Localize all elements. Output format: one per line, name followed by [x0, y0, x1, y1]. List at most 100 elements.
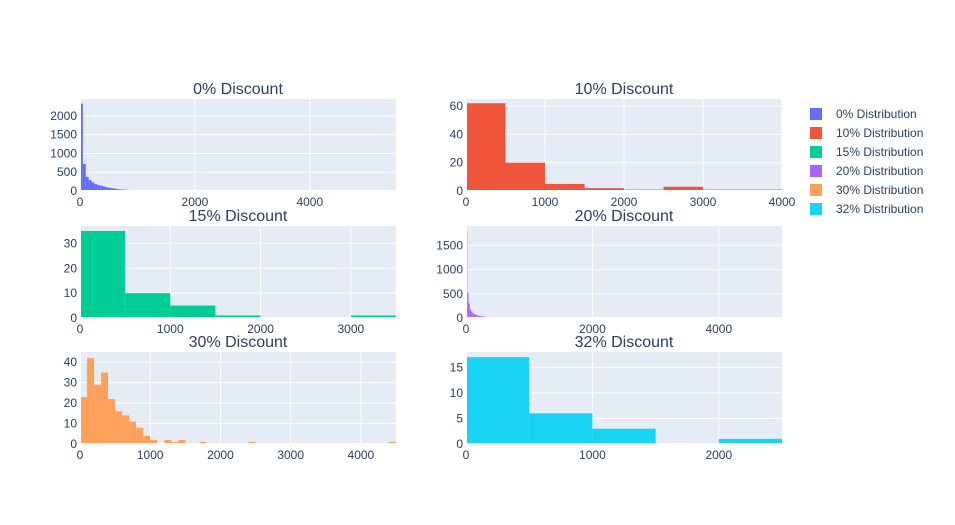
histogram-bar: [102, 186, 106, 191]
x-tick-label: 0: [463, 195, 470, 209]
histogram-bar: [469, 309, 472, 318]
histogram-bar: [478, 315, 480, 318]
histogram-bar: [115, 411, 123, 444]
histogram-bar: [164, 439, 172, 444]
histogram-bar: [472, 313, 474, 318]
plot-background: [466, 226, 782, 318]
x-tick-label: 0: [77, 448, 84, 462]
histogram-bar: [467, 292, 469, 318]
histogram-bar: [100, 185, 103, 191]
x-tick-label: 0: [463, 448, 470, 462]
histogram-bar: [136, 427, 144, 444]
histogram-bar: [108, 399, 116, 444]
y-tick-label: 20: [64, 261, 78, 275]
x-tick-label: 3000: [690, 195, 717, 209]
histogram-bar: [466, 357, 530, 444]
x-tick-label: 2000: [182, 195, 209, 209]
histogram-bar: [94, 183, 98, 191]
histogram-bar: [114, 188, 118, 191]
histogram-bar: [94, 384, 102, 444]
x-tick-label: 1000: [532, 195, 559, 209]
histogram-bar: [718, 438, 782, 444]
subplot-title: 20% Discount: [575, 208, 674, 225]
histogram-bar: [584, 188, 624, 191]
histogram-bar: [88, 180, 92, 191]
x-tick-label: 2000: [207, 448, 234, 462]
y-tick-label: 30: [64, 236, 78, 250]
x-tick-label: 4000: [769, 195, 796, 209]
histogram-bar: [101, 372, 109, 444]
x-tick-label: 2000: [705, 448, 732, 462]
histogram-bar: [129, 421, 137, 444]
histogram-bar: [474, 314, 477, 318]
x-tick-label: 3000: [277, 448, 304, 462]
y-tick-label: 10: [64, 286, 78, 300]
x-tick-label: 2000: [579, 322, 606, 336]
subplot-title: 32% Discount: [575, 334, 674, 351]
legend-label[interactable]: 0% Distribution: [836, 107, 917, 121]
y-tick-label: 20: [64, 396, 78, 410]
y-tick-label: 0: [70, 184, 77, 198]
histogram-bar: [80, 230, 126, 318]
legend-label[interactable]: 32% Distribution: [836, 202, 923, 216]
x-tick-label: 1000: [579, 448, 606, 462]
y-tick-label: 40: [450, 127, 464, 141]
subplot-title: 30% Discount: [189, 334, 288, 351]
y-tick-label: 0: [70, 311, 77, 325]
y-tick-label: 60: [450, 99, 464, 113]
histogram-bar: [471, 311, 473, 318]
y-tick-label: 1500: [50, 128, 77, 142]
legend-label[interactable]: 15% Distribution: [836, 145, 923, 159]
x-tick-label: 1000: [137, 448, 164, 462]
y-tick-label: 0: [70, 437, 77, 451]
histogram-bar: [125, 293, 171, 318]
histogram-bar: [350, 315, 396, 318]
histogram-bar: [80, 396, 88, 444]
histogram-bar: [170, 305, 216, 318]
x-tick-label: 1000: [157, 322, 184, 336]
y-tick-label: 0: [456, 184, 463, 198]
legend-swatch[interactable]: [810, 203, 822, 215]
legend-swatch[interactable]: [810, 108, 822, 120]
histogram-bar: [178, 439, 186, 444]
histogram-bar: [248, 441, 256, 444]
histogram-bar: [468, 303, 470, 318]
x-tick-label: 4000: [348, 448, 375, 462]
legend-label[interactable]: 10% Distribution: [836, 126, 923, 140]
histogram-bar: [663, 186, 703, 191]
histogram-bar: [388, 441, 396, 444]
histogram-bar: [545, 183, 585, 191]
legend-swatch[interactable]: [810, 146, 822, 158]
legend-swatch[interactable]: [810, 184, 822, 196]
x-tick-label: 3000: [338, 322, 365, 336]
y-tick-label: 1000: [50, 146, 77, 160]
y-tick-label: 5: [456, 411, 463, 425]
histogram-bar: [80, 103, 83, 191]
legend-swatch[interactable]: [810, 127, 822, 139]
histogram-bar: [108, 187, 112, 191]
y-tick-label: 10: [450, 386, 464, 400]
y-tick-label: 500: [57, 165, 77, 179]
histogram-bar: [85, 176, 89, 191]
y-tick-label: 15: [450, 360, 464, 374]
x-tick-label: 2000: [611, 195, 638, 209]
plot-background: [80, 99, 396, 191]
x-tick-label: 4000: [296, 195, 323, 209]
subplot-title: 15% Discount: [189, 208, 288, 225]
y-tick-label: 1000: [436, 263, 463, 277]
legend-label[interactable]: 30% Distribution: [836, 183, 923, 197]
histogram-bar: [215, 315, 261, 318]
y-tick-label: 20: [450, 156, 464, 170]
histogram-bar: [150, 439, 158, 444]
legend-swatch[interactable]: [810, 165, 822, 177]
y-tick-label: 1500: [436, 238, 463, 252]
x-tick-label: 0: [77, 195, 84, 209]
histogram-bar: [473, 313, 475, 318]
y-tick-label: 30: [64, 376, 78, 390]
y-tick-label: 500: [443, 287, 463, 301]
histogram-bar: [87, 358, 95, 444]
x-tick-label: 0: [77, 322, 84, 336]
legend-label[interactable]: 20% Distribution: [836, 164, 923, 178]
x-tick-label: 2000: [247, 322, 274, 336]
